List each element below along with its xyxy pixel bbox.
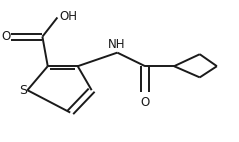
Text: O: O <box>1 30 11 43</box>
Text: S: S <box>20 84 27 97</box>
Text: NH: NH <box>108 38 125 51</box>
Text: O: O <box>141 96 150 109</box>
Text: OH: OH <box>59 10 77 23</box>
